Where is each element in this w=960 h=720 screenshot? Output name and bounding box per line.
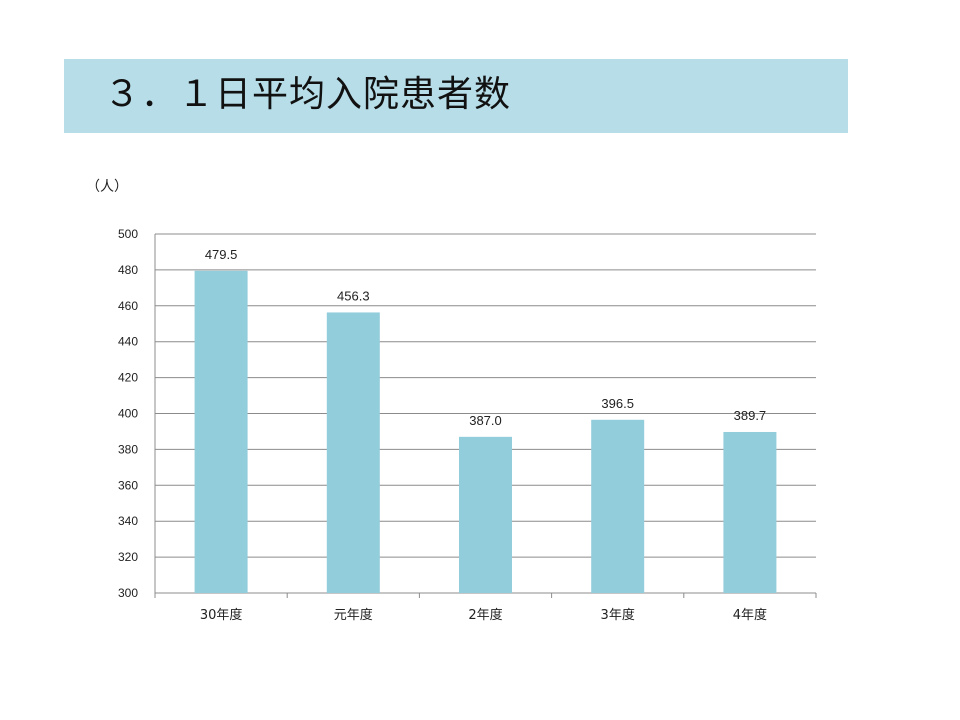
x-category-label: 4年度 [733,607,767,623]
bar [459,436,512,593]
x-category-label: 元年度 [334,607,373,623]
bar [326,312,380,593]
y-tick-label: 400 [118,407,138,421]
data-label: 387.0 [469,413,502,428]
bar [723,431,777,593]
data-label: 456.3 [337,288,370,303]
page-title: ３．１日平均入院患者数 [104,74,512,115]
x-category-label: 2年度 [468,607,502,623]
bar [591,419,645,593]
y-tick-label: 340 [118,514,138,528]
y-tick-label: 460 [118,299,138,313]
y-tick-label: 480 [118,263,138,277]
bar [194,270,248,593]
y-tick-label: 500 [118,227,138,241]
y-tick-label: 360 [118,478,138,492]
y-tick-label: 300 [118,586,138,600]
data-label: 479.5 [205,247,238,262]
data-label: 389.7 [734,408,767,423]
y-tick-label: 420 [118,371,138,385]
y-tick-label: 320 [118,550,138,564]
y-axis-unit-label: （人） [86,179,128,195]
y-tick-label: 440 [118,335,138,349]
x-category-label: 3年度 [601,607,635,623]
x-category-label: 30年度 [200,607,243,623]
y-tick-label: 380 [118,442,138,456]
data-label: 396.5 [601,396,634,411]
title-banner: ３．１日平均入院患者数 [64,59,848,133]
